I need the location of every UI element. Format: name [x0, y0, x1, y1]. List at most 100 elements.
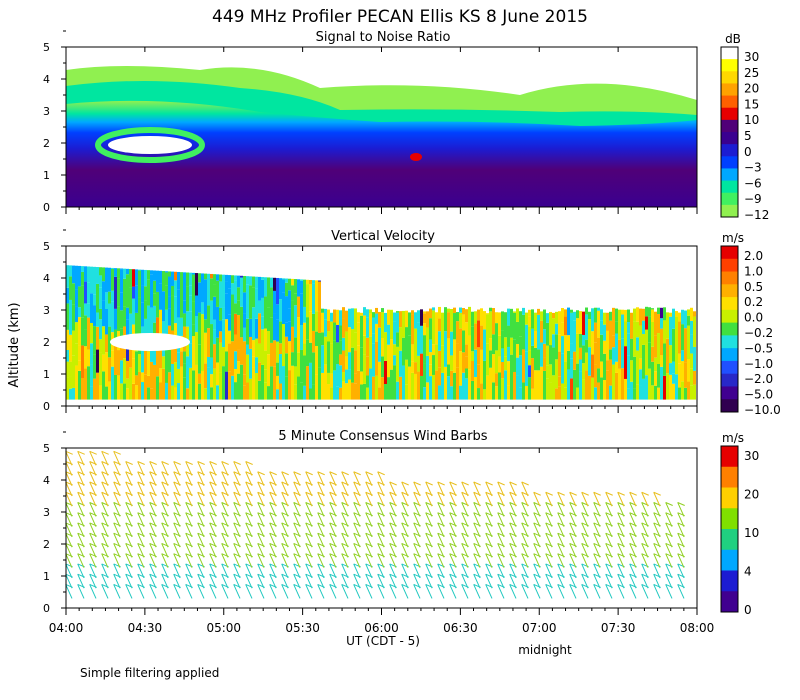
- vvel-cell: [102, 354, 105, 372]
- vvel-cell: [510, 308, 513, 338]
- vvel-cell: [159, 270, 162, 284]
- vvel-cell: [213, 284, 216, 297]
- vvel-cell: [441, 314, 444, 346]
- vvel-cell: [543, 329, 546, 344]
- wind-barb: [89, 543, 97, 558]
- wind-barb: [173, 553, 181, 568]
- wind-barb: [653, 563, 661, 579]
- vvel-cell: [525, 312, 528, 325]
- wind-barb: [269, 563, 277, 579]
- wind-barb: [509, 573, 517, 589]
- vvel-cell: [66, 287, 69, 304]
- vvel-cell: [447, 308, 450, 313]
- wind-barb: [389, 532, 397, 548]
- vvel-cell: [186, 388, 189, 400]
- vvel-cell: [291, 300, 294, 327]
- vvel-cell: [261, 277, 264, 280]
- x-axis-label: UT (CDT - 5): [346, 634, 420, 648]
- vvel-cell: [438, 367, 441, 386]
- vvel-cell: [102, 281, 105, 301]
- colorbar-swatch: [721, 95, 738, 109]
- wind-barb: [209, 532, 217, 548]
- vvel-cell: [495, 386, 498, 400]
- wind-barb: [437, 532, 445, 548]
- wind-barb: [173, 512, 181, 527]
- vvel-cell: [372, 376, 375, 400]
- wind-barb: [161, 461, 169, 476]
- vvel-cell: [252, 367, 255, 400]
- wind-barb: [317, 512, 325, 527]
- vvel-cell: [207, 367, 210, 400]
- vvel-cell: [450, 386, 453, 400]
- vvel-cell: [468, 335, 471, 370]
- vvel-cell: [126, 339, 129, 361]
- wind-barb: [401, 522, 409, 538]
- vvel-cell: [255, 373, 258, 400]
- wind-barb: [197, 532, 205, 548]
- colorbar-swatch: [721, 348, 738, 362]
- wind-barb-flag: [65, 450, 73, 455]
- vvel-cell: [582, 334, 585, 346]
- vvel-cell: [651, 361, 654, 386]
- wind-barb: [413, 481, 421, 497]
- wind-barb-flag: [629, 491, 637, 496]
- colorbar-label: −5.0: [744, 388, 773, 402]
- vvel-cell: [624, 321, 627, 347]
- vvel-cell: [669, 363, 672, 375]
- wind-barb: [149, 522, 157, 538]
- vvel-cell: [426, 355, 429, 383]
- vvel-cell: [96, 349, 99, 373]
- vvel-cell: [234, 313, 237, 335]
- wind-barb: [605, 563, 613, 579]
- vvel-cell: [447, 364, 450, 377]
- wind-barb: [245, 461, 253, 476]
- vvel-cell: [318, 332, 321, 368]
- vvel-cell: [195, 273, 198, 296]
- vvel-cell: [321, 372, 324, 400]
- wind-barb: [521, 522, 529, 538]
- wind-barb-flag: [461, 481, 469, 486]
- wind-barb: [629, 553, 637, 568]
- vvel-cell: [99, 275, 102, 288]
- wind-barb: [389, 543, 397, 558]
- vvel-cell: [624, 346, 627, 379]
- vvel-cell: [402, 310, 405, 338]
- wind-barb-flag: [521, 481, 529, 486]
- vvel-cell: [261, 329, 264, 346]
- vvel-cell: [156, 270, 159, 272]
- vvel-cell: [591, 354, 594, 378]
- vvel-cell: [531, 358, 534, 389]
- wind-barb: [317, 563, 325, 579]
- vvel-cell: [642, 334, 645, 345]
- vvel-cell: [168, 349, 171, 373]
- wind-barb-flag: [365, 471, 373, 476]
- vvel-cell: [219, 320, 222, 332]
- vvel-cell: [120, 292, 123, 311]
- vvel-cell: [639, 325, 642, 359]
- vvel-cell: [411, 361, 414, 373]
- vvel-cell: [162, 368, 165, 400]
- wind-barb: [353, 532, 361, 548]
- wind-barb: [89, 522, 97, 538]
- vvel-cell: [564, 316, 567, 336]
- wind-barb: [497, 543, 505, 558]
- wind-barb: [257, 481, 265, 497]
- wind-barb: [365, 502, 373, 517]
- vvel-cell: [396, 311, 399, 313]
- vvel-cell: [357, 312, 360, 323]
- wind-barb: [641, 492, 649, 507]
- colorbar-label: 20: [744, 488, 759, 502]
- vvel-cell: [507, 361, 510, 386]
- wind-barb: [653, 543, 661, 558]
- wind-barb-flag: [293, 471, 301, 476]
- vvel-cell: [354, 350, 357, 374]
- vvel-cell: [78, 370, 81, 400]
- vvel-cell: [360, 384, 363, 400]
- vvel-cell: [132, 383, 135, 400]
- vvel-cell: [144, 300, 147, 319]
- vvel-cell: [444, 307, 447, 332]
- vvel-cell: [474, 349, 477, 378]
- wind-barb: [617, 584, 625, 599]
- wind-barb: [365, 584, 373, 599]
